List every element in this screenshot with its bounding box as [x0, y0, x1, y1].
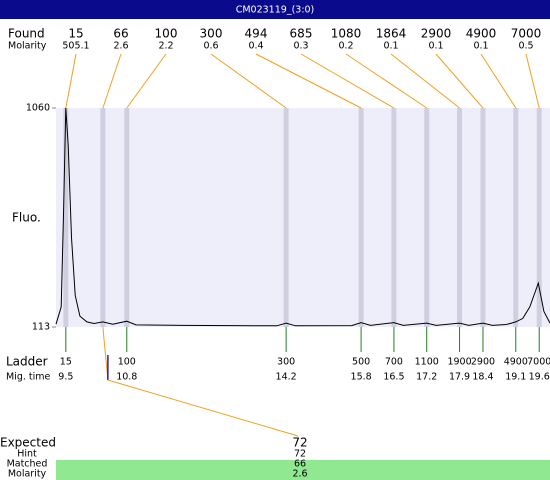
peak-band [391, 108, 397, 327]
ladder-size: 4900 [504, 357, 528, 368]
found-molarity: 0.3 [293, 41, 308, 52]
ladder-size: 500 [352, 357, 370, 368]
found-size: 15 [68, 27, 83, 41]
title-bar [0, 0, 550, 19]
ladder-mig-time: 18.4 [472, 372, 493, 383]
ladder-size: 700 [385, 357, 403, 368]
found-size: 300 [200, 27, 223, 41]
ladder-size: 1100 [415, 357, 439, 368]
found-molarity: 0.1 [383, 41, 398, 52]
y-tick-label: 1060 [26, 103, 50, 114]
found-size: 494 [245, 27, 268, 41]
peak-connector [102, 53, 122, 109]
peak-connector [480, 53, 517, 109]
found-size: 1080 [331, 27, 362, 41]
peak-band [424, 108, 430, 327]
peak-connector [65, 53, 77, 109]
ladder-size: 300 [277, 357, 295, 368]
molarity-label: Molarity [8, 469, 47, 480]
found-size: 7000 [511, 27, 542, 41]
found-molarity: 0.1 [428, 41, 443, 52]
ladder-mig-time: 10.8 [116, 372, 137, 383]
title: CM023119_(3:0) [236, 5, 315, 16]
expected-label: Expected [0, 436, 56, 450]
hint-label: Hint [17, 449, 37, 460]
matched-highlight [56, 460, 550, 480]
plot-area [56, 108, 550, 327]
found-molarity: 0.1 [473, 41, 488, 52]
found-molarity: 0.6 [203, 41, 218, 52]
found-size: 685 [290, 27, 313, 41]
peak-connector [300, 53, 395, 109]
ladder-mig-time: 17.9 [449, 372, 470, 383]
ladder-mig-time: 9.5 [58, 372, 73, 383]
trace [55, 107, 550, 327]
peak-band [480, 108, 486, 327]
peak-connector [390, 53, 460, 109]
peak-connector [435, 53, 484, 109]
found-molarity: 2.6 [113, 41, 128, 52]
ladder-mig-time: 15.8 [351, 372, 372, 383]
y-tick-label: 113 [32, 322, 50, 333]
molarity-label: Molarity [8, 41, 47, 52]
found-size: 2900 [421, 27, 452, 41]
ladder-mig-time: 14.2 [276, 372, 297, 383]
peak-band [100, 108, 106, 327]
matched-label: Matched [7, 459, 48, 470]
found-molarity: 2.2 [158, 41, 173, 52]
peak-connector [525, 53, 540, 109]
peak-band [536, 108, 542, 327]
y-axis-label: Fluo. [12, 211, 41, 225]
peak-connector [210, 53, 287, 109]
ladder-mig-time: 16.5 [383, 372, 404, 383]
found-molarity: 0.4 [248, 41, 263, 52]
hint-value: 72 [294, 449, 306, 460]
found-label: Found [8, 27, 45, 41]
molarity-value: 2.6 [292, 469, 307, 480]
found-molarity: 505.1 [62, 41, 89, 52]
peak-band [63, 108, 69, 327]
ladder-size: 1900 [447, 357, 471, 368]
mig-time-label: Mig. time [6, 372, 51, 383]
found-size: 1864 [376, 27, 407, 41]
peak-connector [126, 53, 167, 109]
ladder-size: 15 [60, 357, 72, 368]
match-connector [102, 326, 109, 381]
ladder-mig-time: 19.6 [529, 372, 550, 383]
found-molarity: 0.5 [518, 41, 533, 52]
expected-value: 72 [292, 436, 307, 450]
found-size: 66 [113, 27, 128, 41]
found-size: 4900 [466, 27, 497, 41]
peak-connector [255, 53, 362, 109]
ladder-size: 7000 [527, 357, 550, 368]
found-molarity: 0.2 [338, 41, 353, 52]
expected-connector [107, 379, 299, 437]
peak-band [513, 108, 519, 327]
found-size: 100 [155, 27, 178, 41]
ladder-label: Ladder [6, 355, 48, 369]
matched-value: 66 [294, 459, 306, 470]
ladder-mig-time: 17.2 [416, 372, 437, 383]
peak-band [358, 108, 364, 327]
ladder-size: 2900 [471, 357, 495, 368]
ladder-mig-time: 19.1 [505, 372, 526, 383]
peak-band [283, 108, 289, 327]
peak-connector [345, 53, 428, 109]
peak-band [457, 108, 463, 327]
peak-band [124, 108, 130, 327]
ladder-size: 100 [118, 357, 136, 368]
